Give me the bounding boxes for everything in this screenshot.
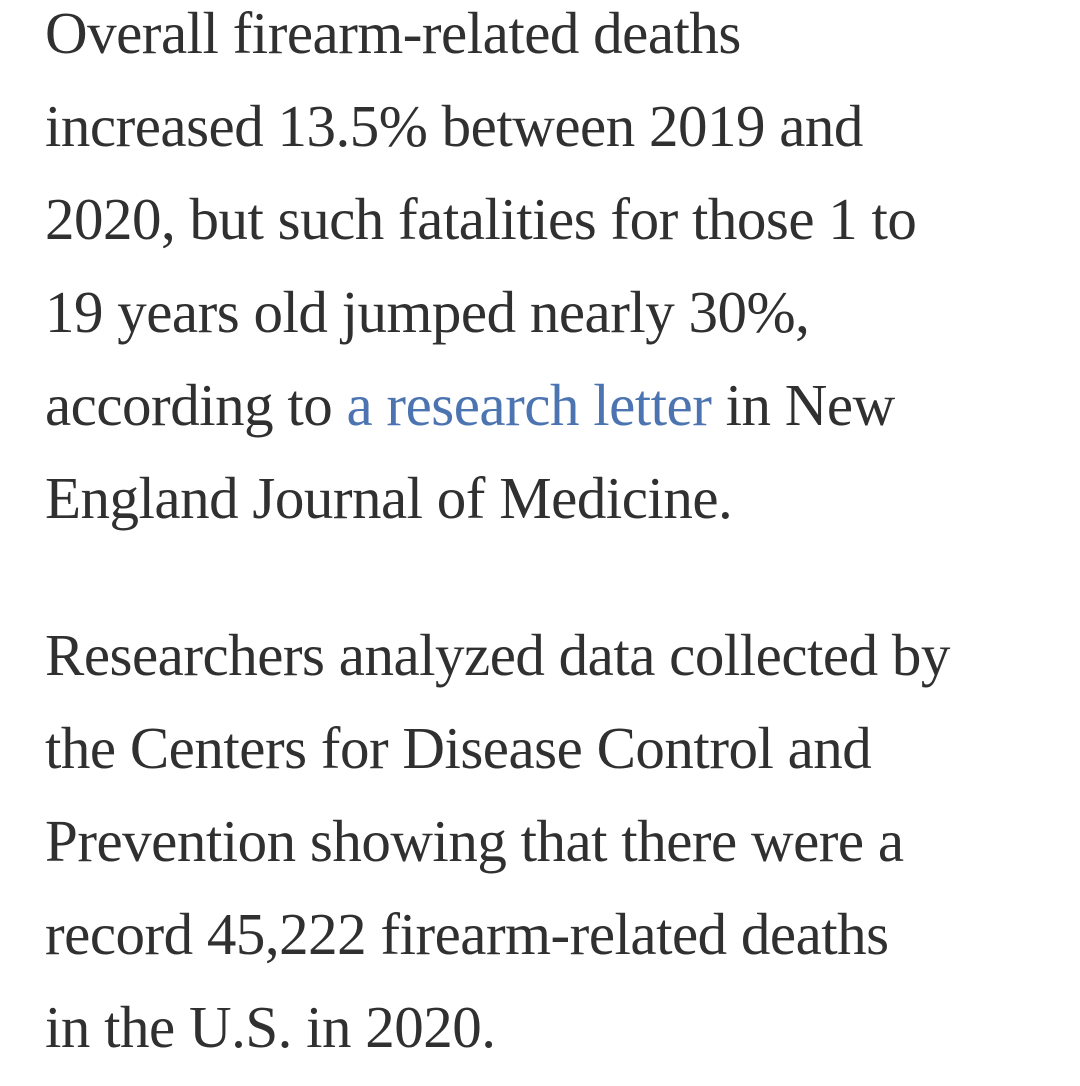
paragraph-text: Researchers analyzed data collected by t… bbox=[45, 622, 950, 1060]
research-letter-link[interactable]: a research letter bbox=[346, 372, 712, 438]
article-paragraph-2: Researchers analyzed data collected by t… bbox=[45, 609, 1040, 1074]
article-paragraph-1: Overall firearm-related deaths increased… bbox=[45, 0, 1040, 545]
paragraph-text: Overall firearm-related deaths increased… bbox=[45, 0, 917, 438]
paragraph-text: in New England Journal of Medicine. bbox=[45, 372, 895, 531]
paragraph-container: Overall firearm-related deaths increased… bbox=[45, 0, 1040, 1074]
